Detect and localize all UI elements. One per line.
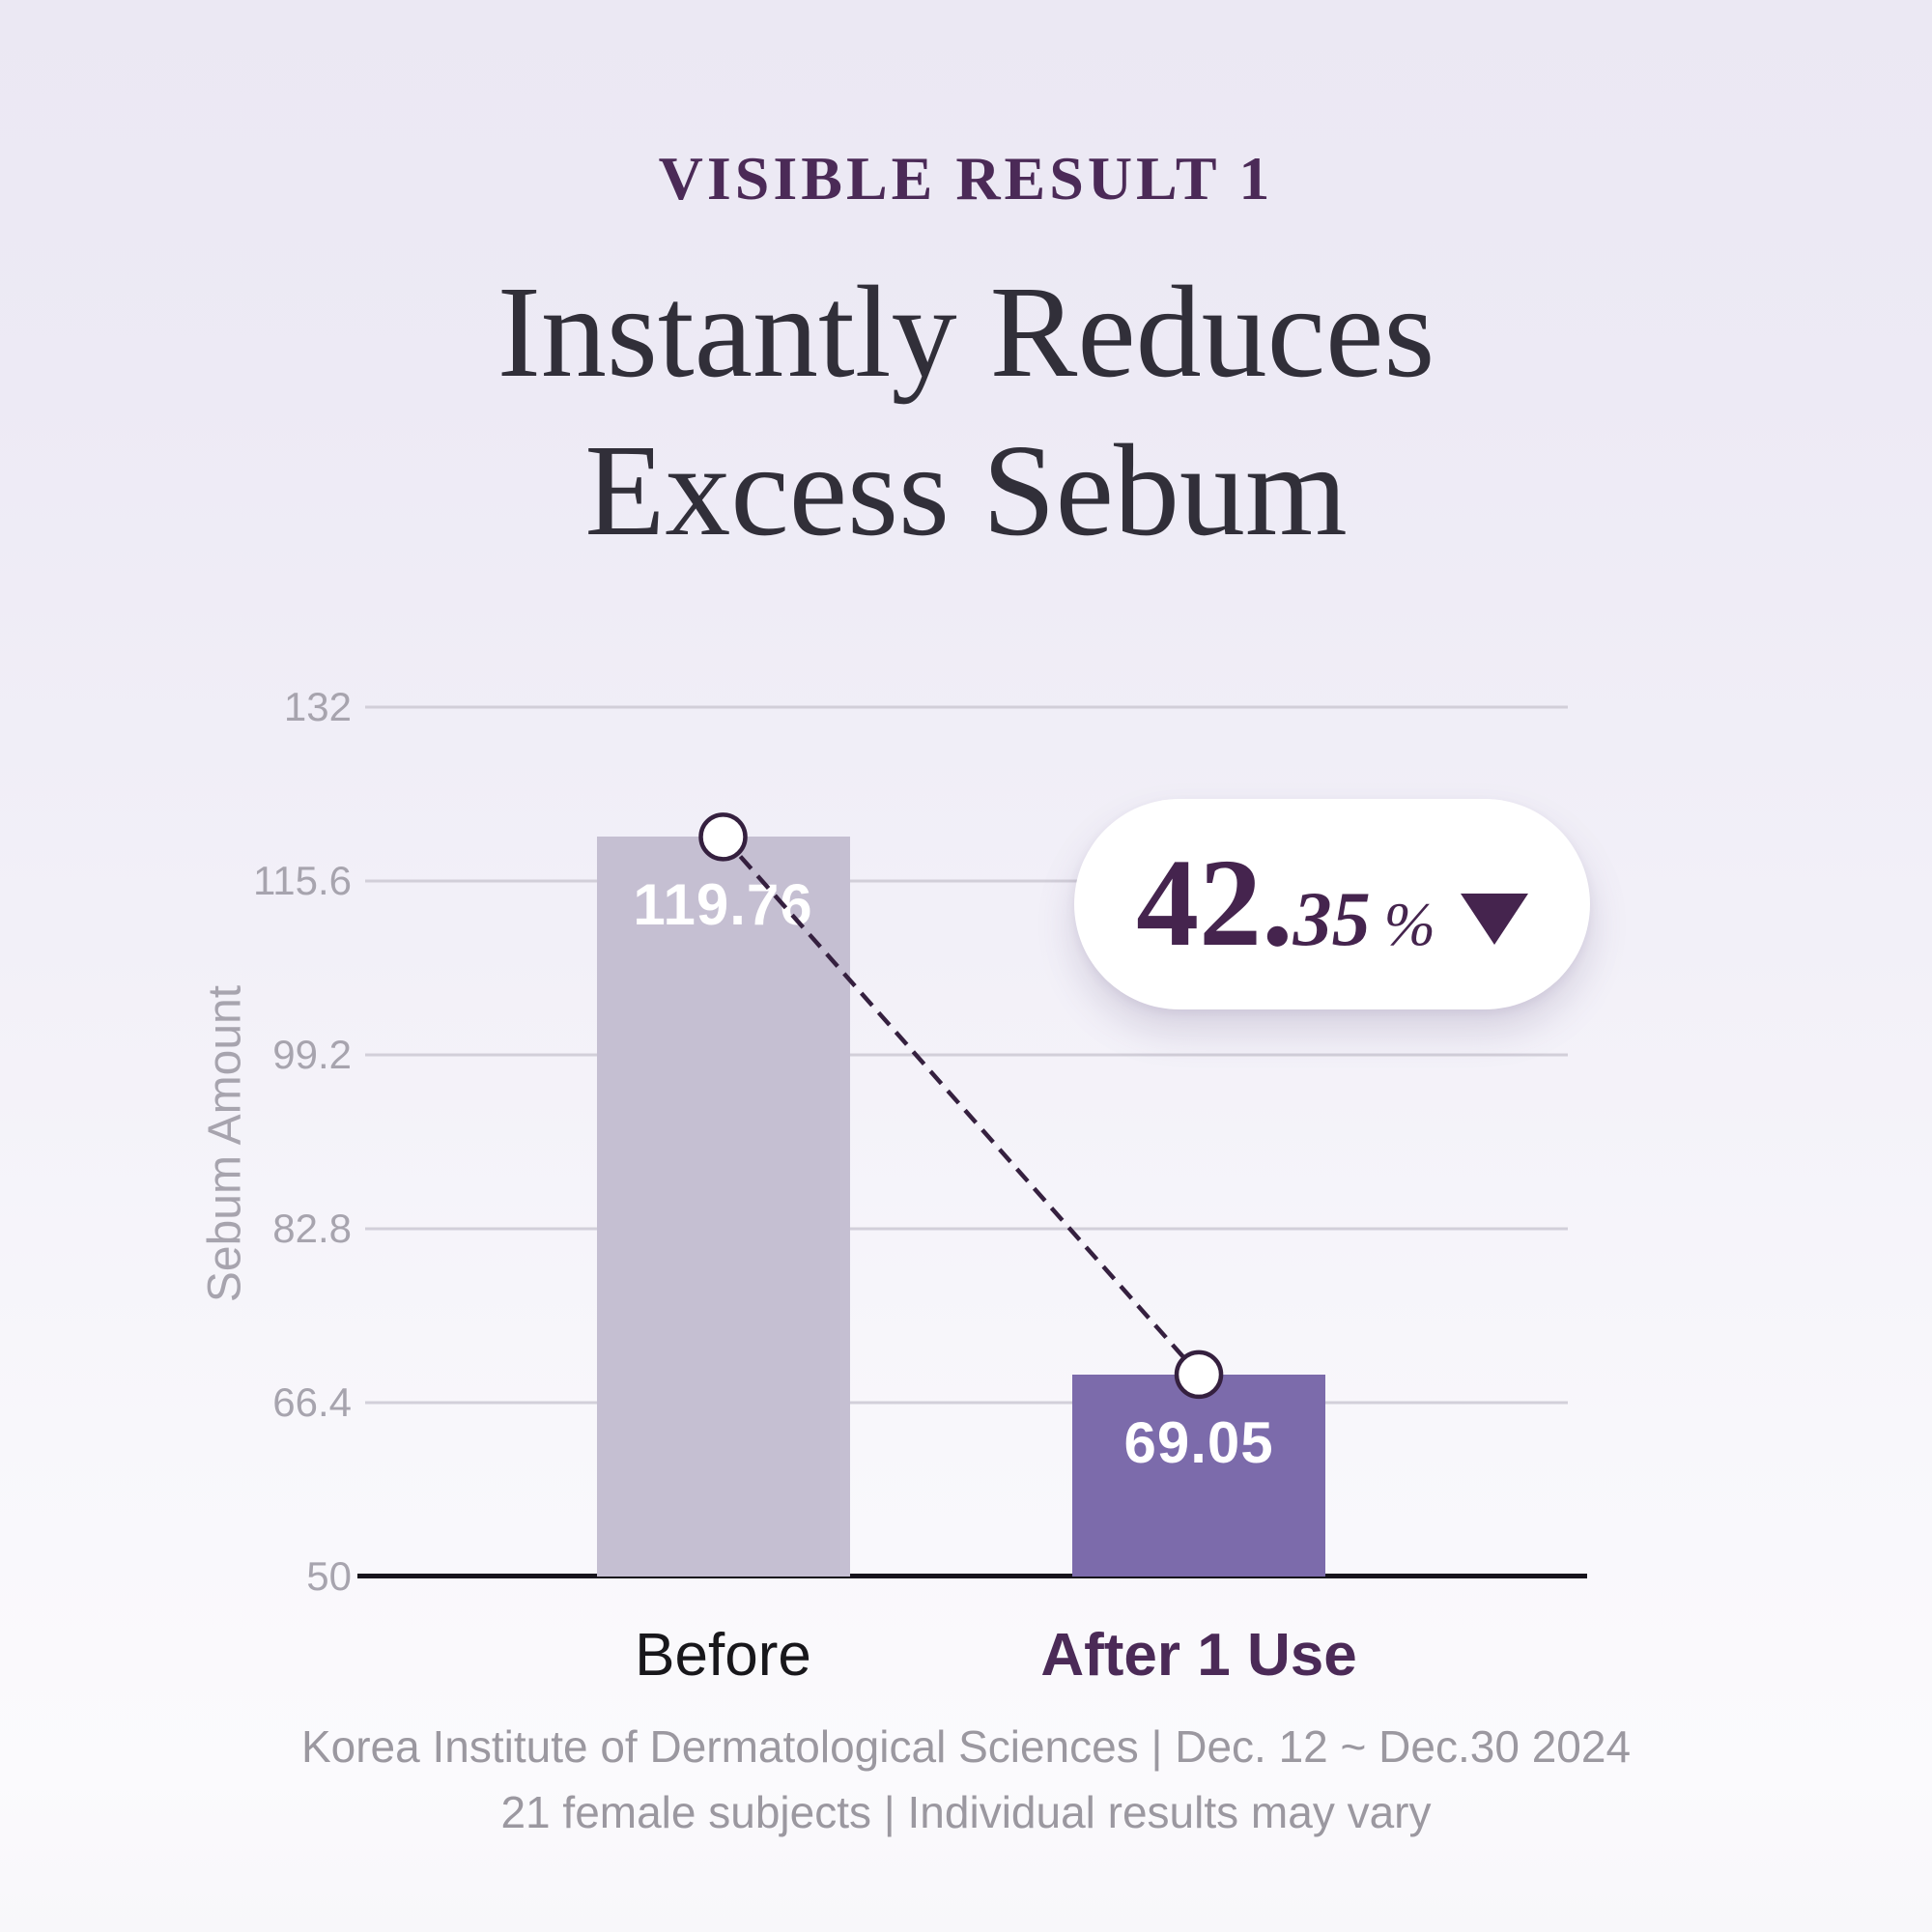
connector-overlay (698, 812, 1224, 1400)
reduction-badge: 42.35% (1074, 799, 1590, 1009)
gridline (365, 1401, 1568, 1405)
title-line-1: Instantly Reduces (497, 260, 1435, 405)
x-axis-line (357, 1574, 1587, 1578)
badge-percent-sign: % (1383, 890, 1435, 958)
y-tick-label: 115.6 (253, 858, 352, 903)
badge-value-decimal: 35 (1293, 877, 1371, 962)
y-tick-label: 99.2 (272, 1032, 352, 1077)
category-label-after-1-use: After 1 Use (1040, 1622, 1357, 1689)
down-triangle-icon (1460, 894, 1528, 945)
bar-chart-plot-area: 132 115.6 99.2 82.8 66.4 50 119.76 Before 69.05 A… (253, 684, 1587, 1686)
category-label-before: Before (635, 1622, 811, 1689)
dashed-connector-line (721, 835, 1201, 1377)
page-title: Instantly Reduces Excess Sebum (0, 253, 1932, 570)
y-axis-title: Sebum Amount (199, 984, 251, 1303)
y-tick-label: 82.8 (272, 1206, 352, 1251)
y-tick-label: 66.4 (272, 1379, 352, 1425)
y-tick-label: 50 (306, 1553, 352, 1599)
bar-value-label: 69.05 (1123, 1409, 1274, 1475)
badge-value-integer: 42. (1136, 834, 1293, 973)
bar-before: 119.76 (596, 837, 850, 1577)
footer-disclaimer-line: 21 female subjects | Individual results … (500, 1787, 1432, 1837)
footer-source-line: Korea Institute of Dermatological Scienc… (300, 1721, 1632, 1772)
title-line-2: Excess Sebum (584, 418, 1348, 563)
gridline (365, 1227, 1568, 1231)
gridline (365, 1053, 1568, 1057)
gridline (365, 879, 1568, 883)
data-point-marker (698, 812, 748, 862)
y-tick-label: 132 (283, 684, 352, 729)
bar-after-1-use: 69.05 (1072, 1374, 1326, 1577)
gridline (365, 705, 1568, 709)
eyebrow-label: VISIBLE RESULT 1 (658, 144, 1274, 213)
data-point-marker (1174, 1350, 1224, 1400)
